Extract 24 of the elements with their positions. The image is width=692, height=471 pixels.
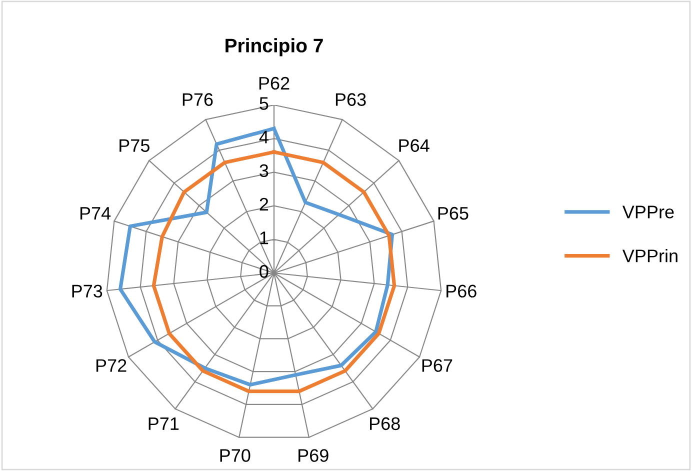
spoke-label: P76 [182,93,213,106]
spoke-label: P68 [370,417,400,430]
spoke-label: P70 [220,449,250,462]
y-tick-label: 0 [260,265,268,278]
spoke-label: P75 [120,139,150,152]
chart-title: Principio 7 [226,38,323,56]
legend-label: VPPrin [622,249,678,262]
spoke-label: P64 [399,139,430,152]
y-tick-label: 1 [260,232,268,244]
legend-label: VPPre [622,206,674,218]
spoke-label: P69 [298,449,328,462]
y-tick-label: 3 [260,164,268,178]
spoke-label: P62 [259,76,290,90]
y-tick-label: 5 [260,97,268,110]
spoke-label: P65 [438,206,468,220]
spoke-label: P72 [96,359,126,372]
spoke-label: P63 [336,93,366,106]
spoke-label: P67 [422,359,452,372]
spoke-label: P66 [446,284,476,298]
spoke-label: P71 [148,417,179,430]
spoke-label: P73 [72,284,102,298]
y-tick-label: 4 [259,130,268,144]
y-tick-label: 2 [260,198,268,210]
spoke-label: P74 [80,207,111,220]
